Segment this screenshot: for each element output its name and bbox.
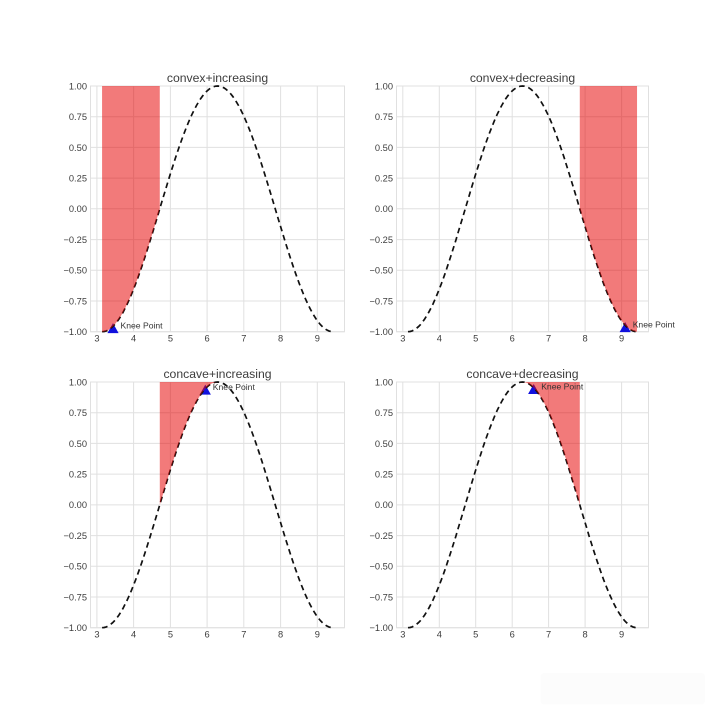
- svg-text:−0.25: −0.25: [63, 531, 87, 541]
- svg-text:0.00: 0.00: [375, 500, 393, 510]
- svg-text:−1.00: −1.00: [369, 623, 393, 633]
- svg-text:0.00: 0.00: [69, 500, 87, 510]
- svg-text:5: 5: [473, 630, 478, 640]
- svg-text:Knee Point: Knee Point: [541, 381, 584, 391]
- svg-text:−0.25: −0.25: [369, 235, 393, 245]
- svg-text:−0.75: −0.75: [369, 296, 393, 306]
- svg-text:1.00: 1.00: [69, 377, 87, 387]
- svg-text:convex+increasing: convex+increasing: [167, 71, 268, 85]
- svg-text:7: 7: [546, 334, 551, 344]
- svg-text:0.75: 0.75: [69, 112, 87, 122]
- svg-text:1.00: 1.00: [375, 81, 393, 91]
- svg-text:8: 8: [583, 630, 588, 640]
- svg-text:7: 7: [241, 334, 246, 344]
- svg-text:0.50: 0.50: [375, 439, 393, 449]
- svg-text:−0.75: −0.75: [63, 592, 87, 602]
- svg-text:Knee Point: Knee Point: [633, 320, 676, 330]
- svg-text:9: 9: [619, 630, 624, 640]
- svg-text:3: 3: [400, 334, 405, 344]
- svg-text:6: 6: [510, 630, 515, 640]
- svg-text:8: 8: [583, 334, 588, 344]
- svg-text:6: 6: [205, 334, 210, 344]
- svg-text:4: 4: [437, 334, 442, 344]
- svg-text:0.25: 0.25: [375, 470, 393, 480]
- svg-text:−0.50: −0.50: [63, 266, 87, 276]
- svg-text:−0.50: −0.50: [63, 562, 87, 572]
- svg-text:convex+decreasing: convex+decreasing: [470, 71, 575, 85]
- svg-text:9: 9: [315, 630, 320, 640]
- svg-text:5: 5: [168, 630, 173, 640]
- svg-text:3: 3: [400, 630, 405, 640]
- svg-text:4: 4: [437, 630, 442, 640]
- svg-text:concave+increasing: concave+increasing: [163, 367, 271, 381]
- svg-text:Knee Point: Knee Point: [121, 321, 164, 331]
- svg-text:0.00: 0.00: [69, 204, 87, 214]
- svg-text:9: 9: [315, 334, 320, 344]
- svg-text:3: 3: [94, 630, 99, 640]
- svg-text:7: 7: [546, 630, 551, 640]
- svg-text:0.75: 0.75: [69, 408, 87, 418]
- svg-text:1.00: 1.00: [375, 377, 393, 387]
- svg-text:0.50: 0.50: [69, 143, 87, 153]
- svg-text:8: 8: [278, 334, 283, 344]
- svg-text:4: 4: [131, 334, 136, 344]
- svg-text:7: 7: [241, 630, 246, 640]
- svg-text:Knee Point: Knee Point: [213, 382, 256, 392]
- svg-text:0.00: 0.00: [375, 204, 393, 214]
- svg-text:3: 3: [94, 334, 99, 344]
- svg-text:concave+decreasing: concave+decreasing: [466, 367, 578, 381]
- svg-text:0.50: 0.50: [69, 439, 87, 449]
- svg-text:−0.50: −0.50: [369, 562, 393, 572]
- svg-text:6: 6: [205, 630, 210, 640]
- svg-text:−1.00: −1.00: [63, 327, 87, 337]
- svg-text:−0.50: −0.50: [369, 266, 393, 276]
- svg-text:5: 5: [473, 334, 478, 344]
- svg-text:−0.25: −0.25: [369, 531, 393, 541]
- svg-text:−0.75: −0.75: [369, 592, 393, 602]
- svg-text:0.25: 0.25: [69, 470, 87, 480]
- svg-text:−1.00: −1.00: [369, 327, 393, 337]
- svg-text:5: 5: [168, 334, 173, 344]
- svg-text:0.25: 0.25: [69, 174, 87, 184]
- svg-text:9: 9: [619, 334, 624, 344]
- svg-text:1.00: 1.00: [69, 81, 87, 91]
- svg-text:0.50: 0.50: [375, 143, 393, 153]
- svg-text:4: 4: [131, 630, 136, 640]
- svg-text:−0.25: −0.25: [63, 235, 87, 245]
- svg-text:−0.75: −0.75: [63, 296, 87, 306]
- svg-text:−1.00: −1.00: [63, 623, 87, 633]
- svg-text:0.75: 0.75: [375, 408, 393, 418]
- svg-text:8: 8: [278, 630, 283, 640]
- svg-text:0.75: 0.75: [375, 112, 393, 122]
- svg-text:0.25: 0.25: [375, 174, 393, 184]
- svg-text:6: 6: [510, 334, 515, 344]
